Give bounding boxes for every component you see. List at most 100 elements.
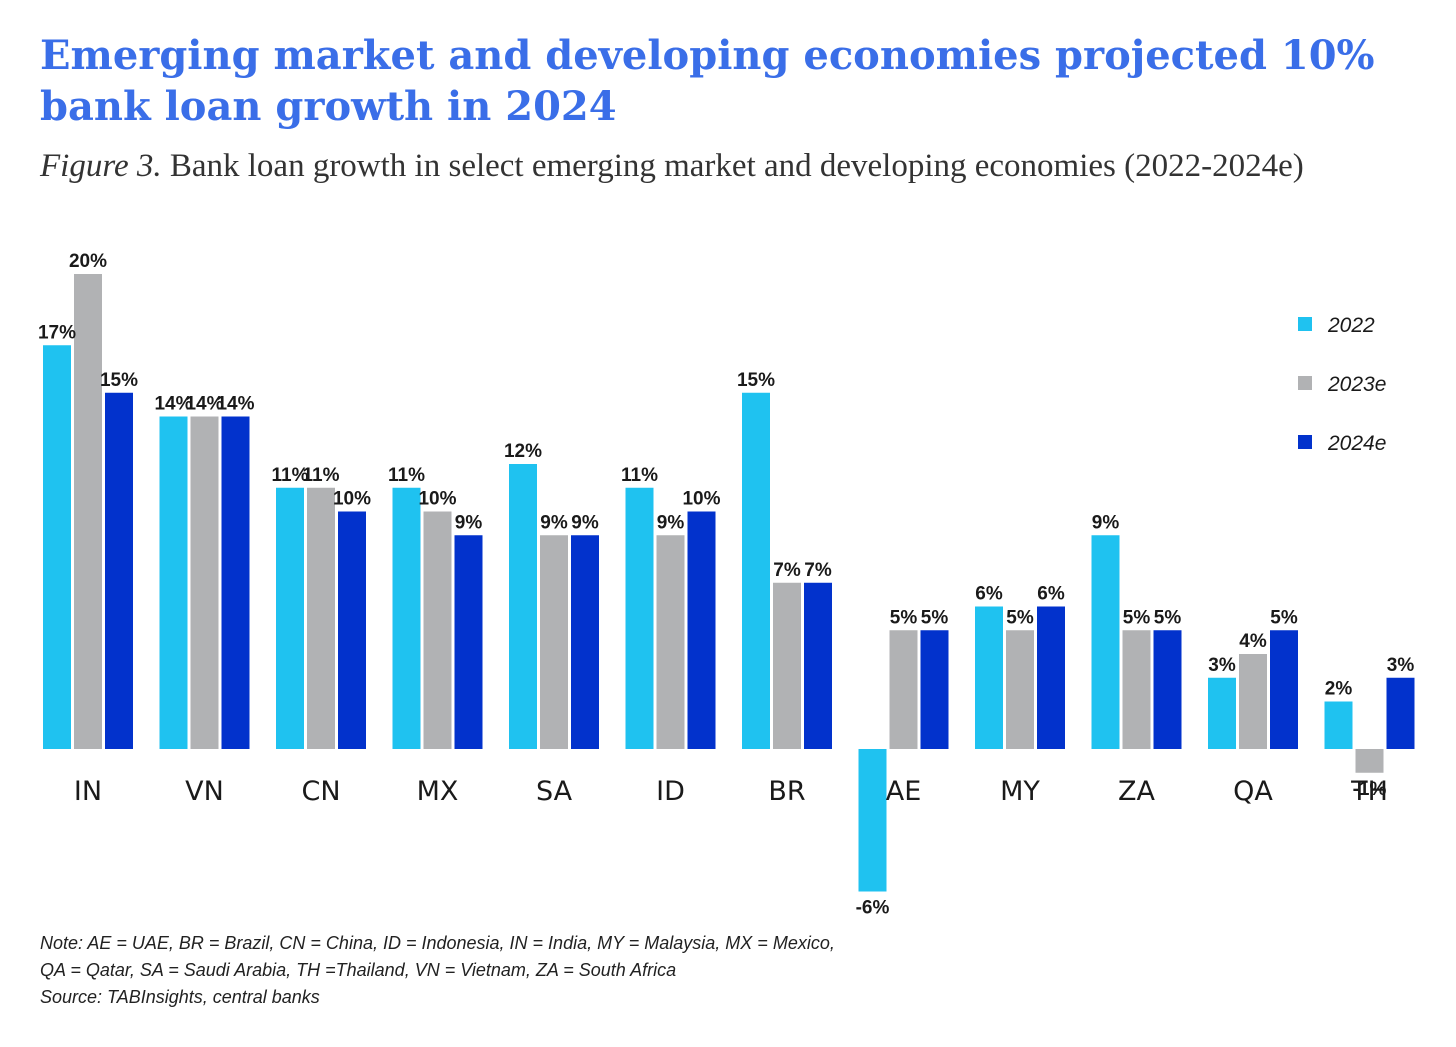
bar-qa-2023e — [1239, 654, 1267, 749]
bar-mx-2024e — [454, 535, 483, 749]
value-label-sa-2022: 12% — [504, 441, 542, 462]
category-label-id: ID — [656, 776, 685, 807]
value-label-ae-2022: -6% — [856, 898, 890, 919]
bars-group — [43, 274, 1415, 892]
value-label-br-2024e: 7% — [804, 560, 832, 581]
value-label-mx-2022: 11% — [388, 465, 425, 486]
chart-headline: Emerging market and developing economies… — [40, 32, 1375, 130]
bar-br-2022 — [742, 392, 770, 749]
value-label-in-2024e: 15% — [100, 370, 138, 391]
note-line-2: QA = Qatar, SA = Saudi Arabia, TH =Thail… — [40, 960, 677, 980]
value-label-br-2022: 15% — [737, 370, 775, 391]
bar-ae-2023e — [889, 630, 918, 749]
value-label-vn-2023e: 14% — [185, 394, 223, 415]
category-labels-group: IN VN CN MX SA ID BR AE MY ZA QA TH — [74, 776, 1388, 807]
legend-swatch-2022 — [1298, 317, 1312, 331]
value-label-ae-2024e: 5% — [921, 607, 949, 628]
bar-sa-2024e — [571, 535, 599, 749]
note-line-1: Note: AE = UAE, BR = Brazil, CN = China,… — [40, 933, 835, 953]
value-label-th-2023e: -1% — [1353, 779, 1387, 800]
value-label-mx-2024e: 9% — [455, 512, 483, 533]
bar-vn-2023e — [190, 416, 219, 749]
legend-swatch-2023e — [1298, 376, 1312, 390]
value-label-za-2022: 9% — [1092, 512, 1120, 533]
category-label-cn: CN — [301, 776, 340, 807]
category-label-in: IN — [74, 776, 102, 807]
legend-label-2024e: 2024e — [1327, 432, 1386, 455]
bar-vn-2022 — [159, 416, 188, 749]
chart-subtitle: Figure 3. Bank loan growth in select eme… — [40, 146, 1340, 186]
bar-ae-2024e — [920, 630, 949, 749]
category-label-br: BR — [768, 776, 805, 807]
bar-cn-2023e — [307, 487, 335, 749]
category-label-ae: AE — [886, 776, 922, 807]
value-label-ae-2023e: 5% — [890, 607, 918, 628]
legend-label-2022: 2022 — [1327, 314, 1375, 337]
value-label-my-2023e: 5% — [1006, 607, 1034, 628]
bar-id-2024e — [687, 511, 716, 749]
value-label-cn-2022: 11% — [272, 465, 309, 486]
category-label-za: ZA — [1118, 776, 1155, 807]
value-label-za-2023e: 5% — [1123, 607, 1151, 628]
bar-in-2023e — [74, 274, 102, 749]
figure-label: Figure 3. — [40, 148, 162, 184]
bar-in-2022 — [43, 345, 71, 749]
bar-vn-2024e — [221, 416, 250, 749]
value-label-qa-2024e: 5% — [1270, 607, 1298, 628]
value-label-my-2022: 6% — [975, 584, 1003, 605]
value-label-id-2024e: 10% — [682, 489, 720, 510]
value-label-my-2024e: 6% — [1037, 584, 1065, 605]
category-label-qa: QA — [1233, 776, 1273, 807]
category-label-th: TH — [1350, 776, 1388, 807]
bar-my-2022 — [975, 606, 1003, 749]
bar-sa-2022 — [509, 464, 537, 749]
bar-my-2024e — [1037, 606, 1065, 749]
value-label-id-2022: 11% — [621, 465, 658, 486]
value-label-qa-2023e: 4% — [1239, 631, 1267, 652]
value-label-za-2024e: 5% — [1154, 607, 1182, 628]
category-label-my: MY — [1000, 776, 1040, 807]
value-label-sa-2024e: 9% — [571, 512, 599, 533]
bar-mx-2022 — [392, 487, 421, 749]
bar-th-2024e — [1386, 677, 1415, 749]
value-label-id-2023e: 9% — [657, 512, 685, 533]
bar-th-2023e — [1355, 749, 1384, 773]
bar-br-2024e — [804, 582, 832, 749]
bar-cn-2024e — [338, 511, 366, 749]
value-label-cn-2023e: 11% — [303, 465, 340, 486]
legend-swatch-2024e — [1298, 435, 1312, 449]
category-label-sa: SA — [536, 776, 573, 807]
footnotes: Note: AE = UAE, BR = Brazil, CN = China,… — [40, 930, 1140, 1011]
value-label-vn-2024e: 14% — [216, 394, 254, 415]
bar-za-2022 — [1091, 535, 1120, 749]
value-label-th-2022: 2% — [1325, 679, 1353, 700]
value-label-br-2023e: 7% — [773, 560, 801, 581]
bar-qa-2022 — [1208, 677, 1236, 749]
value-label-mx-2023e: 10% — [418, 489, 456, 510]
value-label-vn-2022: 14% — [154, 394, 192, 415]
bar-mx-2023e — [423, 511, 452, 749]
bar-th-2022 — [1324, 701, 1353, 749]
bar-cn-2022 — [276, 487, 304, 749]
bar-my-2023e — [1006, 630, 1034, 749]
value-label-qa-2022: 3% — [1208, 655, 1236, 676]
bar-za-2023e — [1122, 630, 1151, 749]
category-label-mx: MX — [417, 776, 459, 807]
legend: 2022 2023e 2024e — [1298, 314, 1386, 455]
bar-in-2024e — [105, 392, 133, 749]
legend-label-2023e: 2023e — [1327, 373, 1386, 396]
bar-chart: 17%20%15%14%14%14%11%11%10%11%10%9%12%9%… — [38, 251, 1415, 919]
value-label-th-2024e: 3% — [1387, 655, 1415, 676]
bar-id-2023e — [656, 535, 685, 749]
value-labels-group: 17%20%15%14%14%14%11%11%10%11%10%9%12%9%… — [38, 251, 1414, 919]
category-label-vn: VN — [185, 776, 224, 807]
value-label-cn-2024e: 10% — [333, 489, 371, 510]
bar-br-2023e — [773, 582, 801, 749]
value-label-in-2022: 17% — [38, 322, 76, 343]
value-label-sa-2023e: 9% — [540, 512, 568, 533]
source-line: Source: TABInsights, central banks — [40, 987, 320, 1007]
bar-sa-2023e — [540, 535, 568, 749]
subtitle-text: Bank loan growth in select emerging mark… — [161, 148, 1304, 184]
bar-id-2022 — [625, 487, 654, 749]
bar-ae-2022 — [858, 749, 887, 892]
